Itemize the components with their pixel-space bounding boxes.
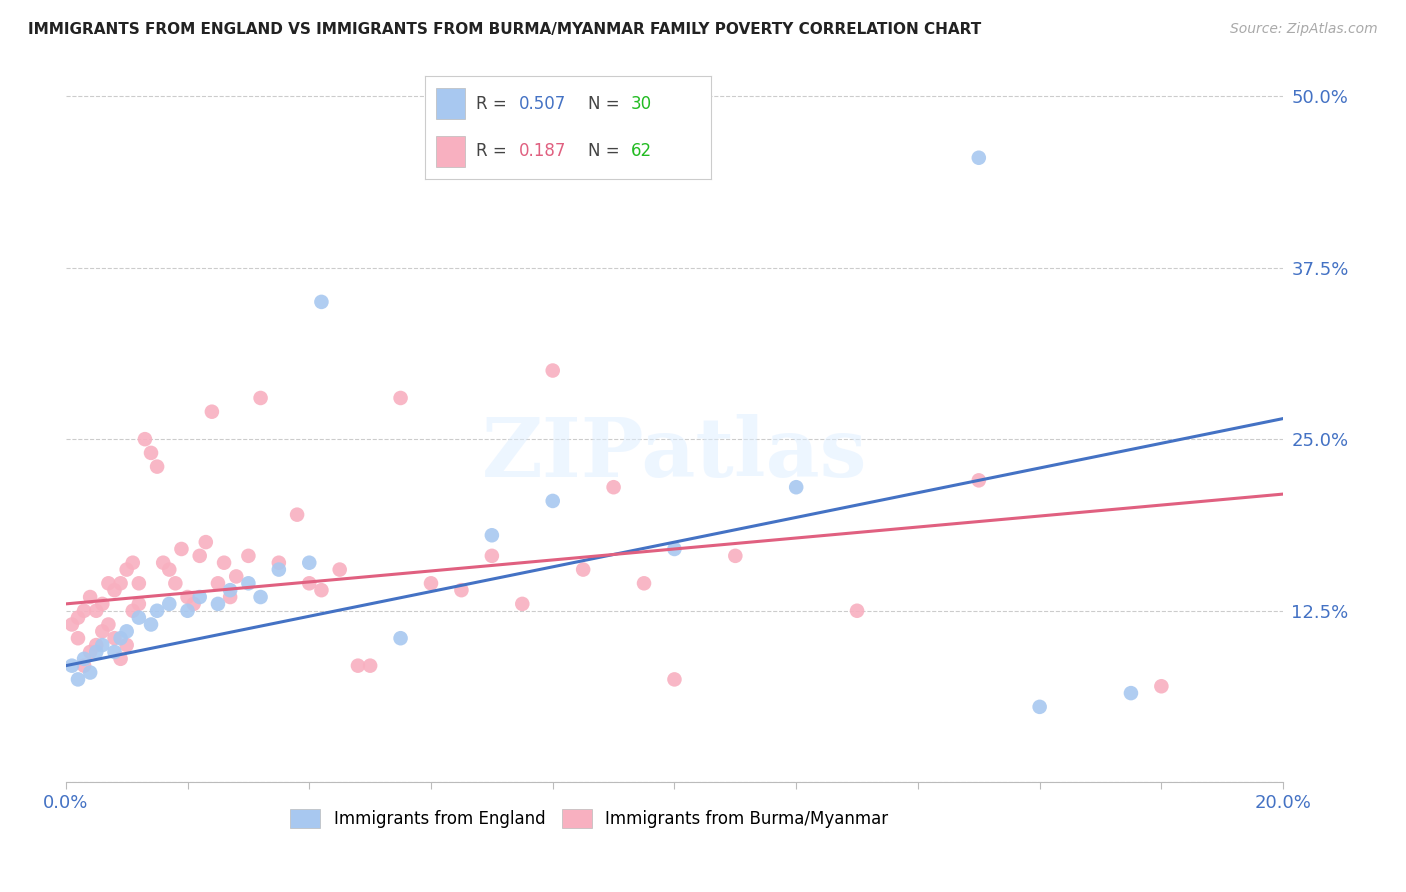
Point (298, 556, 321, 570)
Point (73, 604, 96, 618)
Point (170, 541, 193, 556)
Point (298, 576, 321, 591)
Point (128, 610, 150, 624)
Point (664, 673, 686, 687)
Point (238, 549, 260, 563)
Point (66, 610, 89, 624)
Point (176, 590, 198, 604)
Point (79, 665, 101, 680)
Point (201, 405, 224, 419)
Point (176, 604, 198, 618)
Point (146, 604, 169, 618)
Point (188, 549, 211, 563)
Point (602, 480, 624, 494)
Point (110, 576, 132, 591)
Point (103, 645, 125, 659)
Legend: Immigrants from England, Immigrants from Burma/Myanmar: Immigrants from England, Immigrants from… (284, 802, 896, 835)
Point (60, 658, 83, 673)
Point (188, 590, 211, 604)
Point (79, 645, 101, 659)
Point (225, 569, 247, 583)
Point (1119, 686, 1142, 700)
Point (285, 508, 308, 522)
Point (121, 604, 143, 618)
Point (73, 658, 96, 673)
Point (664, 541, 686, 556)
Point (219, 590, 242, 604)
Point (97, 617, 120, 632)
Point (785, 480, 807, 494)
Text: Source: ZipAtlas.com: Source: ZipAtlas.com (1230, 22, 1378, 37)
Point (238, 576, 260, 591)
Point (481, 528, 503, 542)
Point (194, 535, 217, 549)
Point (420, 576, 443, 591)
Point (121, 556, 143, 570)
Point (134, 432, 156, 446)
Point (219, 583, 242, 598)
Point (450, 583, 472, 598)
Point (84, 604, 107, 618)
Point (249, 590, 271, 604)
Point (311, 583, 333, 598)
Point (110, 652, 132, 666)
Point (115, 563, 138, 577)
Point (267, 563, 290, 577)
Point (347, 658, 370, 673)
Point (115, 624, 138, 639)
Point (481, 549, 503, 563)
Point (165, 576, 187, 591)
Point (66, 631, 89, 645)
Point (60, 617, 83, 632)
Point (103, 631, 125, 645)
Point (389, 631, 412, 645)
Point (73, 652, 96, 666)
Point (572, 563, 595, 577)
Point (311, 294, 333, 309)
Point (1028, 699, 1050, 714)
Point (967, 474, 990, 488)
Text: IMMIGRANTS FROM ENGLAND VS IMMIGRANTS FROM BURMA/MYANMAR FAMILY POVERTY CORRELAT: IMMIGRANTS FROM ENGLAND VS IMMIGRANTS FR… (28, 22, 981, 37)
Point (267, 556, 290, 570)
Point (724, 549, 747, 563)
Point (139, 446, 162, 460)
Point (115, 638, 138, 652)
Point (146, 459, 169, 474)
Point (183, 597, 205, 611)
Point (510, 597, 533, 611)
Point (212, 556, 235, 570)
Point (84, 645, 107, 659)
Point (103, 583, 125, 598)
Point (1150, 679, 1173, 693)
Point (157, 563, 180, 577)
Point (541, 363, 564, 377)
Point (91, 597, 114, 611)
Point (128, 576, 150, 591)
Point (249, 391, 271, 405)
Point (110, 631, 132, 645)
Point (79, 590, 101, 604)
Point (157, 597, 180, 611)
Point (152, 556, 174, 570)
Point (207, 576, 229, 591)
Point (91, 638, 114, 652)
Point (633, 576, 655, 591)
Point (846, 604, 869, 618)
Point (66, 673, 89, 687)
Point (128, 597, 150, 611)
Point (84, 638, 107, 652)
Point (139, 617, 162, 632)
Point (967, 151, 990, 165)
Point (541, 494, 564, 508)
Point (97, 576, 120, 591)
Point (359, 658, 381, 673)
Point (91, 624, 114, 639)
Point (329, 563, 352, 577)
Text: ZIPatlas: ZIPatlas (482, 414, 868, 494)
Point (389, 391, 412, 405)
Point (207, 597, 229, 611)
